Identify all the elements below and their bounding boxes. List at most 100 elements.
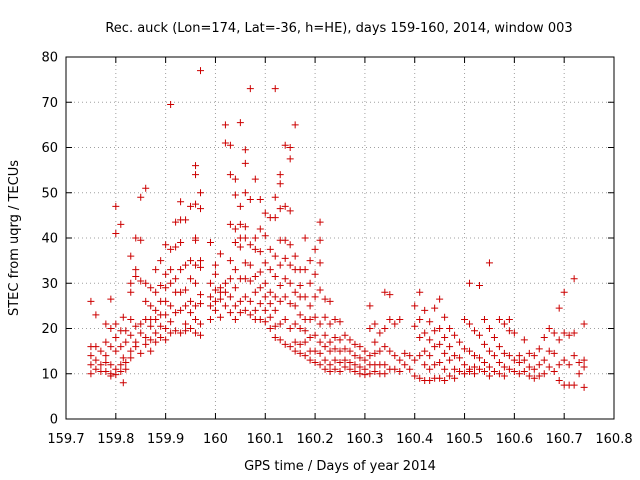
data-point [206, 293, 214, 301]
data-point [301, 352, 309, 360]
data-point [107, 361, 115, 369]
data-point [291, 121, 299, 129]
data-point [281, 315, 289, 323]
data-point [152, 288, 160, 296]
data-point [142, 340, 150, 348]
data-point [456, 367, 464, 375]
data-point [177, 288, 185, 296]
data-point [107, 343, 115, 351]
data-point [371, 349, 379, 357]
data-point [431, 361, 439, 369]
data-point [206, 239, 214, 247]
data-point [241, 189, 249, 197]
data-point [555, 336, 563, 344]
data-point [147, 336, 155, 344]
data-point [321, 356, 329, 364]
data-point [87, 297, 95, 305]
data-point [246, 297, 254, 305]
data-point [306, 257, 314, 265]
data-point [92, 356, 100, 364]
data-point [555, 304, 563, 312]
data-point [426, 352, 434, 360]
data-point [192, 236, 200, 244]
data-point [271, 293, 279, 301]
data-point [495, 358, 503, 366]
data-point [401, 349, 409, 357]
data-point [221, 121, 229, 129]
data-point [580, 320, 588, 328]
data-point [316, 218, 324, 226]
data-point [530, 374, 538, 382]
data-point [291, 252, 299, 260]
y-tick-label: 10 [41, 367, 58, 382]
data-point [211, 286, 219, 294]
data-point [172, 243, 180, 251]
data-point [231, 284, 239, 292]
data-point [291, 338, 299, 346]
data-point [356, 370, 364, 378]
data-point [241, 223, 249, 231]
data-point [192, 171, 200, 179]
y-axis-label: STEC from uqrg / TECUs [7, 160, 22, 316]
data-point [426, 336, 434, 344]
data-point [411, 322, 419, 330]
data-point [221, 279, 229, 287]
data-point [366, 325, 374, 332]
data-point [366, 352, 374, 360]
x-axis-label: GPS time / Days of year 2014 [244, 459, 436, 474]
data-point [271, 334, 279, 342]
data-point [530, 365, 538, 373]
data-point [276, 171, 284, 179]
data-point [510, 356, 518, 364]
data-point [177, 239, 185, 247]
data-point [241, 159, 249, 167]
data-point [336, 347, 344, 355]
data-point [356, 354, 364, 362]
data-point [406, 352, 414, 360]
data-point [441, 334, 449, 342]
data-point [421, 361, 429, 369]
data-point [336, 318, 344, 326]
x-tick-label: 160.8 [595, 432, 632, 447]
data-point [271, 306, 279, 314]
data-point [306, 279, 314, 287]
data-point [147, 347, 155, 355]
data-point [112, 371, 120, 379]
data-point [431, 327, 439, 335]
data-point [187, 202, 195, 210]
data-point [112, 334, 120, 342]
data-point [197, 300, 205, 308]
data-point [376, 347, 384, 355]
data-point [92, 311, 100, 319]
data-point [306, 315, 314, 323]
data-point [261, 279, 269, 287]
data-point [271, 193, 279, 201]
data-point [102, 320, 110, 328]
data-point [192, 162, 200, 170]
data-point [122, 365, 130, 373]
data-point [119, 354, 127, 362]
data-point [396, 367, 404, 375]
data-point [211, 261, 219, 269]
data-point [112, 229, 120, 237]
data-point [575, 358, 583, 366]
data-point [256, 284, 264, 292]
data-point [271, 85, 279, 93]
data-point [381, 288, 389, 296]
data-point [540, 370, 548, 378]
data-point [226, 220, 234, 228]
data-point [326, 347, 334, 355]
data-point [276, 205, 284, 213]
data-point [451, 374, 459, 382]
data-point [461, 370, 469, 378]
data-point [291, 347, 299, 355]
data-point [311, 245, 319, 253]
data-point [505, 327, 513, 335]
data-point [137, 277, 145, 285]
data-point [426, 377, 434, 385]
data-point [351, 367, 359, 375]
data-point [127, 279, 135, 287]
data-point [132, 234, 140, 242]
data-point [157, 334, 165, 342]
data-point [321, 295, 329, 303]
